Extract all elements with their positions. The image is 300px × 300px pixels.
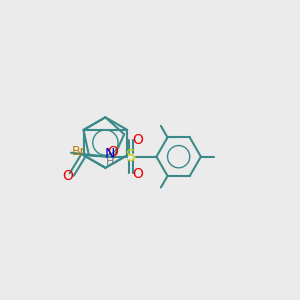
Text: S: S (126, 149, 136, 164)
Text: O: O (132, 167, 143, 181)
Text: Br: Br (72, 145, 86, 158)
Text: O: O (132, 133, 143, 147)
Text: O: O (62, 169, 73, 183)
Text: N: N (104, 147, 115, 161)
Text: O: O (107, 145, 118, 159)
Text: H: H (106, 157, 114, 167)
